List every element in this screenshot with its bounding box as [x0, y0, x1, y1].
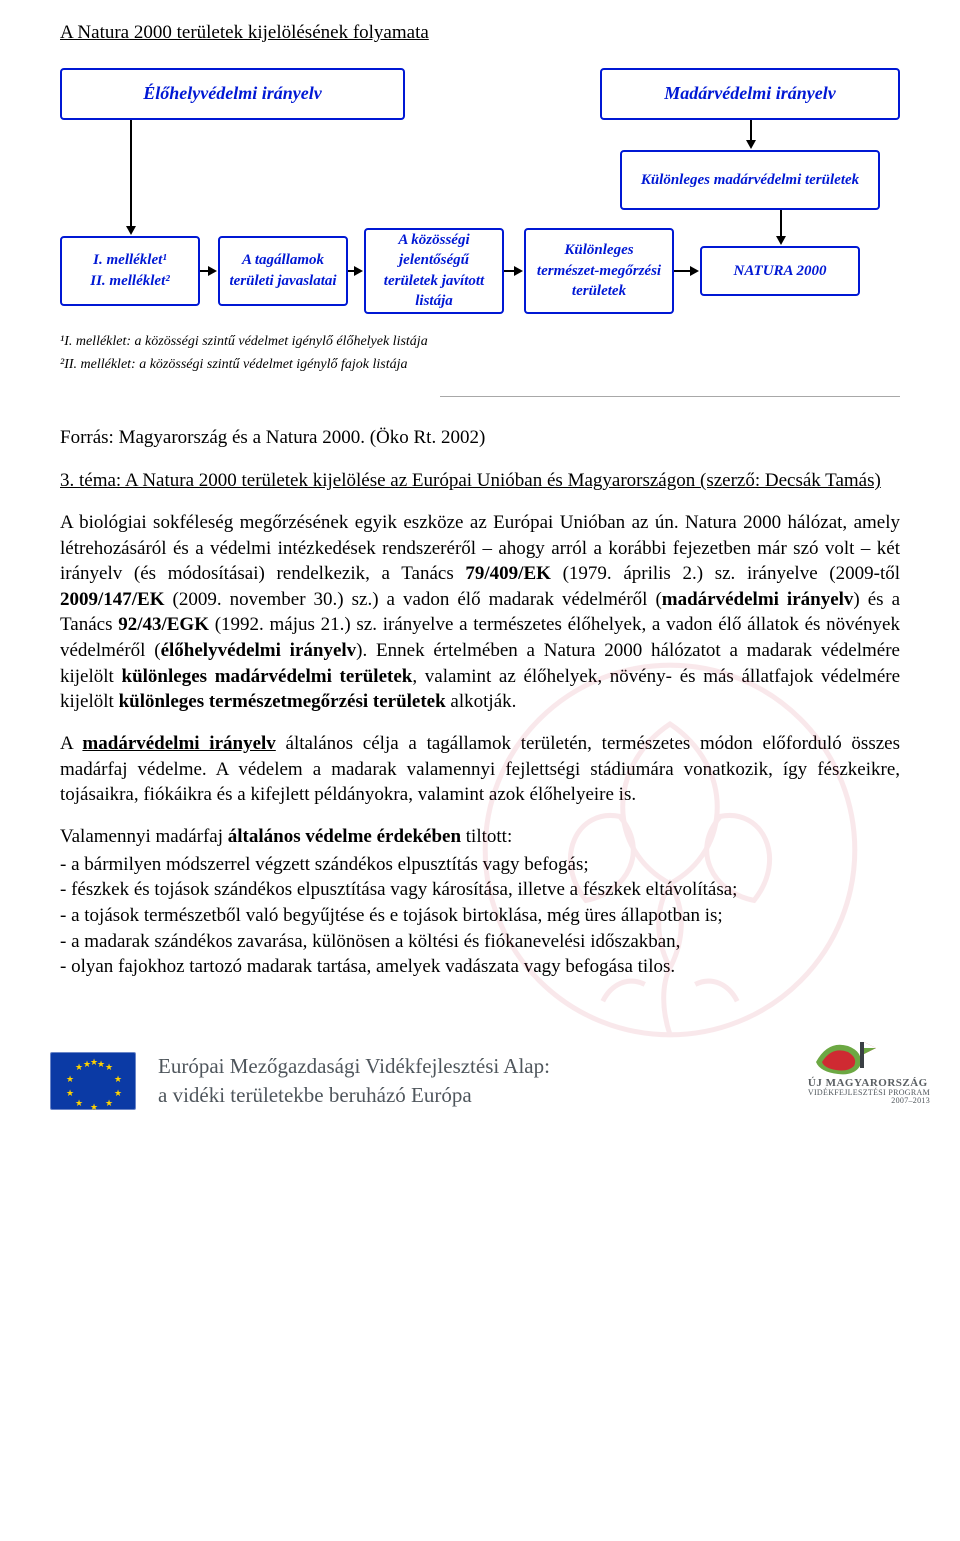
flowchart-arrowhead: [690, 266, 699, 276]
flowchart-node-elo: Élőhelyvédelmi irányelv: [60, 68, 405, 120]
flowchart-footnotes: ¹I. melléklet: a közösségi szintű védelm…: [60, 328, 428, 375]
flowchart-edge: [780, 210, 782, 238]
flowchart-node-madar: Madárvédelmi irányelv: [600, 68, 900, 120]
prohibition-list: a bármilyen módszerrel végzett szándékos…: [60, 852, 900, 980]
footer-right-line3: 2007–2013: [808, 1097, 930, 1105]
eu-flag-icon: ★ ★ ★ ★ ★ ★ ★ ★ ★ ★ ★ ★: [50, 1052, 136, 1110]
section-intro: 3. téma: A Natura 2000 területek kijelöl…: [60, 468, 900, 494]
list-item: a tojások természetből való begyűjtése é…: [60, 903, 900, 929]
page-footer: ★ ★ ★ ★ ★ ★ ★ ★ ★ ★ ★ ★ Európai Mezőgazd…: [0, 1026, 960, 1136]
flowchart: Élőhelyvédelmi irányelv Madárvédelmi irá…: [60, 58, 900, 388]
flowchart-arrowhead: [354, 266, 363, 276]
flowchart-node-koz: A közösségi jelentőségű területek javíto…: [364, 228, 504, 314]
flowchart-arrowhead: [208, 266, 217, 276]
paragraph-1: A biológiai sokféleség megőrzésének egyi…: [60, 510, 900, 715]
list-item: a madarak szándékos zavarása, különösen …: [60, 929, 900, 955]
flowchart-node-kulmad: Különleges madárvédelmi területek: [620, 150, 880, 210]
fund-text: Európai Mezőgazdasági Vidékfejlesztési A…: [158, 1052, 550, 1109]
fund-line1: Európai Mezőgazdasági Vidékfejlesztési A…: [158, 1052, 550, 1080]
figure-separator: [440, 396, 900, 397]
footer-logo-umvp: ÚJ MAGYARORSZÁG VIDÉKFEJLESZTÉSI PROGRAM…: [808, 1032, 930, 1105]
flowchart-edge: [750, 120, 752, 142]
flowchart-arrowhead: [126, 226, 136, 235]
flowchart-footnote-2: ²II. melléklet: a közösségi szintű védel…: [60, 355, 428, 375]
flowchart-node-tag: A tagállamok területi javaslatai: [218, 236, 348, 306]
source-line: Forrás: Magyarország és a Natura 2000. (…: [60, 425, 900, 451]
section-intro-text: 3. téma: A Natura 2000 területek kijelöl…: [60, 470, 881, 491]
flowchart-arrowhead: [514, 266, 523, 276]
list-item: olyan fajokhoz tartozó madarak tartása, …: [60, 954, 900, 980]
flowchart-arrowhead: [746, 140, 756, 149]
flowchart-node-mell: I. melléklet¹ II. melléklet²: [60, 236, 200, 306]
list-item: fészkek és tojások szándékos elpusztítás…: [60, 877, 900, 903]
list-title: Valamennyi madárfaj általános védelme ér…: [60, 824, 900, 850]
fund-line2: a vidéki területekbe beruházó Európa: [158, 1081, 550, 1109]
page-title: A Natura 2000 területek kijelölésének fo…: [60, 20, 900, 46]
paragraph-2: A madárvédelmi irányelv általános célja …: [60, 731, 900, 808]
list-item: a bármilyen módszerrel végzett szándékos…: [60, 852, 900, 878]
flowchart-edge: [130, 120, 132, 228]
flowchart-arrowhead: [776, 236, 786, 245]
flowchart-node-kulterm: Különleges természet-megőrzési területek: [524, 228, 674, 314]
flowchart-footnote-1: ¹I. melléklet: a közösségi szintű védelm…: [60, 332, 428, 352]
flowchart-node-natura: NATURA 2000: [700, 246, 860, 296]
